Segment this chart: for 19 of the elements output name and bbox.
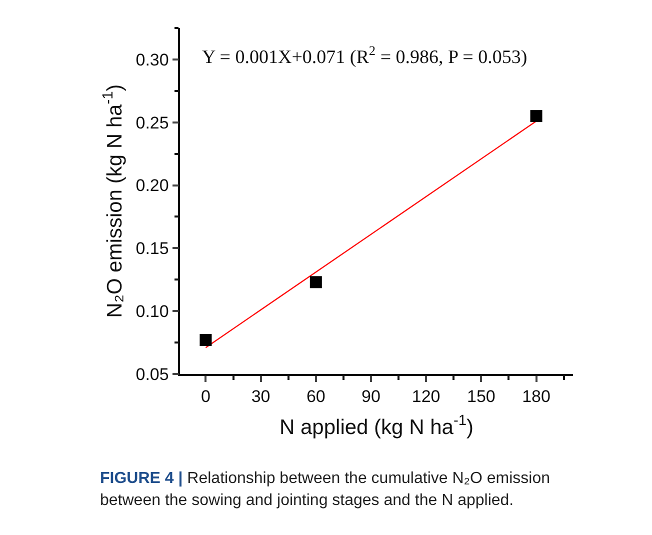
point [530,110,542,122]
x-tick-label: 0 [200,387,210,406]
annotation: Y = 0.001X+0.071 (R$^{2}$ = 0.986, P = 0.053) [202,43,528,68]
y-tick-label: 0.20 [136,176,169,196]
point [310,276,322,288]
caption: FIGURE 4 | Relationship between the cumulative N₂O emission between the sowing and jointing stages and the N applied. [100,469,551,511]
x-axis-title: N applied (kg N ha$^{-1}$) [280,413,474,439]
x-tick-label: 180 [522,387,550,406]
y-tick-label: 0.25 [136,113,169,132]
x-tick-label: 60 [306,387,326,406]
x-tick-label: 30 [251,387,270,406]
point [200,334,212,346]
x-tick-label: 90 [362,387,380,406]
x-tick-label: 120 [412,387,440,406]
y-tick-label: 0.05 [136,364,169,384]
y-tick-label: 0.10 [136,302,169,322]
y-tick-label: 0.30 [136,50,169,70]
y-tick-label: 0.15 [136,239,169,258]
x-tick-label: 150 [466,387,496,406]
